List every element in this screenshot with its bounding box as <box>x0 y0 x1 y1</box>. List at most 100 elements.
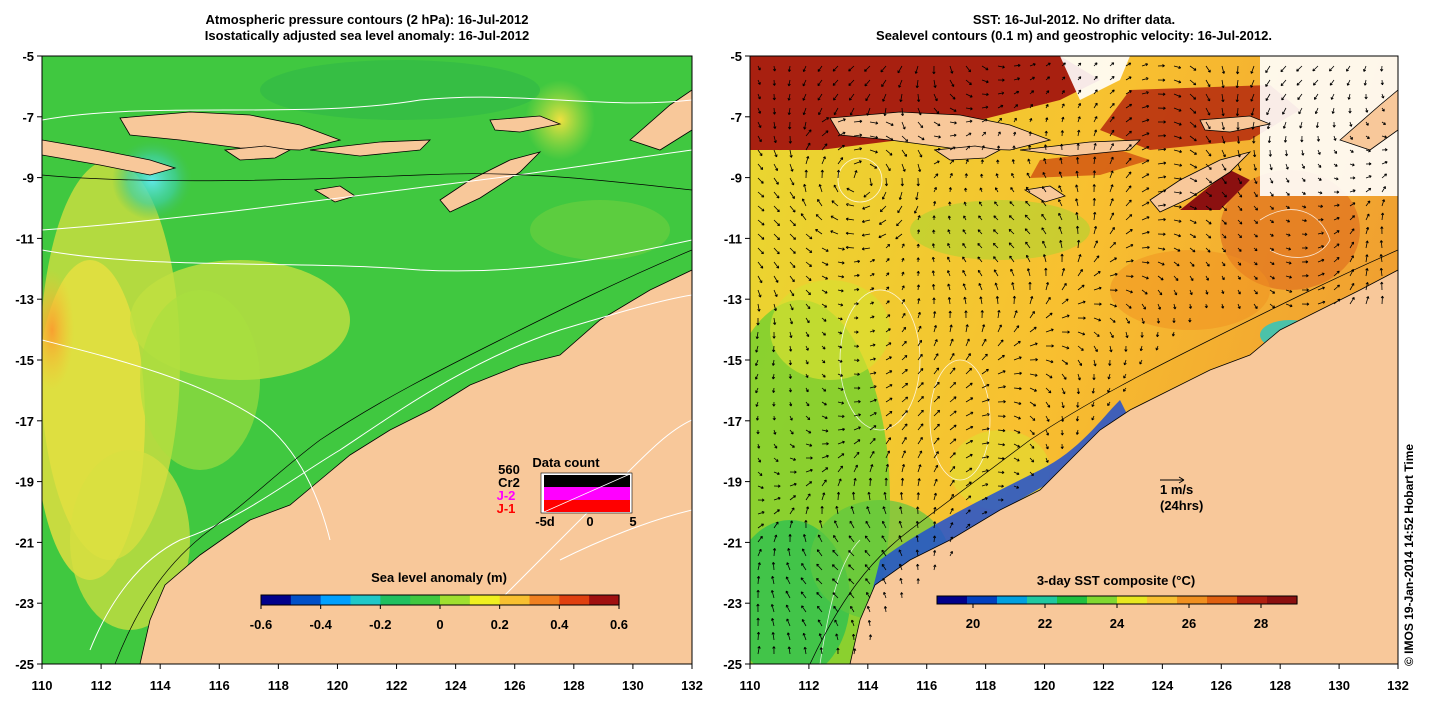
right-land <box>829 89 1398 664</box>
velocity-arrow <box>932 229 936 235</box>
velocity-arrow <box>1189 247 1196 253</box>
velocity-arrow <box>1157 189 1167 193</box>
velocity-arrow <box>803 183 807 193</box>
velocity-arrow <box>869 412 877 417</box>
velocity-arrow <box>817 619 823 627</box>
velocity-arrow <box>1125 317 1130 324</box>
velocity-arrow <box>1141 317 1145 324</box>
velocity-arrow <box>832 592 839 599</box>
velocity-arrow <box>853 119 863 124</box>
velocity-arrow <box>1205 93 1211 102</box>
sst-colorbar <box>936 595 1298 605</box>
velocity-arrow <box>1156 317 1161 324</box>
velocity-arrow <box>898 191 903 200</box>
velocity-arrow <box>885 411 893 417</box>
velocity-arrow <box>818 520 823 529</box>
velocity-arrow <box>1075 184 1079 193</box>
sst-colorbar-tick-label: 24 <box>1110 616 1125 631</box>
velocity-arrow <box>1093 89 1098 95</box>
velocity-arrow <box>997 385 1006 389</box>
sla-colorbar-segment <box>290 595 322 605</box>
velocity-arrow <box>1125 303 1132 309</box>
velocity-arrow <box>981 324 986 333</box>
right-map[interactable] <box>710 56 1398 700</box>
velocity-arrow <box>1333 298 1341 305</box>
velocity-arrow <box>1029 296 1034 305</box>
sst-colorbar-segment <box>1087 596 1118 604</box>
velocity-arrow <box>789 317 793 325</box>
velocity-arrow <box>853 147 863 151</box>
velocity-arrow <box>997 91 1005 95</box>
velocity-arrow <box>788 345 793 352</box>
velocity-arrow <box>1189 261 1195 267</box>
velocity-arrow <box>1364 93 1368 100</box>
velocity-arrow <box>949 452 956 459</box>
velocity-arrow <box>1093 62 1098 67</box>
velocity-arrow <box>962 283 967 291</box>
velocity-arrow <box>917 149 923 158</box>
velocity-arrow <box>1109 143 1114 151</box>
velocity-arrow <box>770 590 775 599</box>
velocity-arrow <box>1024 214 1031 221</box>
velocity-arrow <box>1189 205 1197 210</box>
velocity-arrow <box>933 79 937 88</box>
velocity-arrow <box>981 398 990 403</box>
velocity-arrow <box>965 411 974 417</box>
velocity-arrow <box>1235 93 1239 103</box>
velocity-arrow <box>1008 242 1015 249</box>
velocity-arrow <box>1141 289 1148 295</box>
velocity-arrow <box>805 468 813 473</box>
velocity-arrow <box>1123 373 1127 379</box>
velocity-arrow <box>789 191 795 199</box>
velocity-arrow <box>1269 289 1276 294</box>
velocity-arrow <box>1028 281 1032 290</box>
velocity-arrow <box>1333 135 1337 141</box>
velocity-arrow <box>917 409 924 417</box>
velocity-arrow <box>933 147 941 151</box>
velocity-arrow <box>1189 191 1198 196</box>
velocity-arrow <box>1237 205 1243 211</box>
left-x-tick-label: 116 <box>209 678 230 693</box>
sla-colorbar-segment <box>440 595 471 605</box>
left-x-tick-label: 128 <box>563 678 585 693</box>
velocity-arrow <box>1045 387 1052 394</box>
velocity-arrow <box>933 325 937 333</box>
velocity-arrow <box>901 312 906 319</box>
velocity-arrow <box>880 65 887 73</box>
velocity-arrow <box>933 121 941 127</box>
velocity-arrow <box>1077 129 1081 137</box>
velocity-arrow <box>900 477 905 487</box>
velocity-arrow <box>773 121 777 129</box>
velocity-arrow <box>901 423 908 431</box>
velocity-arrow <box>773 233 780 241</box>
velocity-arrow <box>1092 184 1096 193</box>
velocity-arrow <box>848 550 855 557</box>
velocity-arrow <box>1077 373 1081 381</box>
velocity-arrow <box>805 493 811 501</box>
velocity-arrow <box>899 577 903 585</box>
velocity-arrow <box>789 205 796 213</box>
velocity-arrow <box>965 132 972 137</box>
velocity-arrow <box>1013 471 1020 476</box>
velocity-arrow <box>1075 429 1079 435</box>
velocity-arrow <box>1060 253 1064 263</box>
velocity-arrow <box>949 367 956 375</box>
velocity-arrow <box>1250 65 1255 74</box>
velocity-arrow <box>1029 311 1035 319</box>
velocity-arrow <box>805 359 809 365</box>
velocity-arrow <box>949 410 957 417</box>
left-y-tick-label: -23 <box>15 596 34 611</box>
velocity-arrow <box>1221 303 1225 309</box>
velocity-arrow <box>1253 289 1258 295</box>
right-x-tick-label: 110 <box>740 678 761 693</box>
left-map[interactable] <box>30 56 692 664</box>
velocity-arrow <box>1157 147 1167 152</box>
velocity-arrow <box>850 619 855 627</box>
velocity-arrow <box>833 605 839 613</box>
velocity-arrow <box>916 270 920 277</box>
velocity-arrow <box>1045 104 1049 109</box>
velocity-arrow <box>1029 373 1038 377</box>
sst-colorbar-segment <box>1237 596 1268 604</box>
velocity-arrow <box>757 219 765 226</box>
velocity-arrow <box>786 562 791 571</box>
